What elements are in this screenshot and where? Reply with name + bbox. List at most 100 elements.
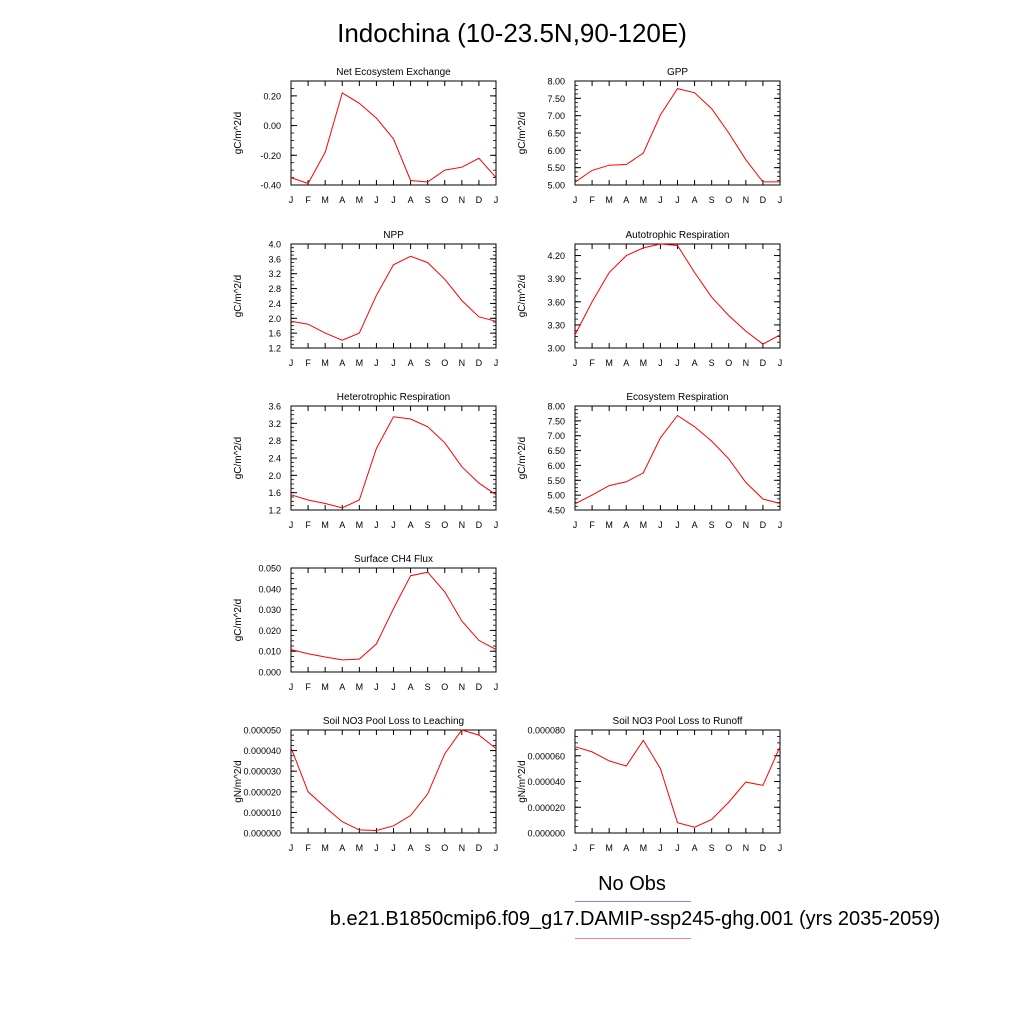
x-tick-label: J: [778, 358, 783, 368]
y-tick-label: 2.4: [268, 454, 281, 464]
x-tick-label: N: [743, 358, 750, 368]
x-tick-label: A: [408, 195, 414, 205]
y-tick-label: 0.040: [258, 584, 281, 594]
y-tick-label: 5.50: [547, 163, 565, 173]
series-line: [574, 243, 781, 345]
x-tick-label: J: [391, 843, 396, 853]
y-tick-label: 1.6: [268, 488, 281, 498]
chart-soil-no3-pool-loss-to-leaching: Soil NO3 Pool Loss to Leaching gN/m^2/d J F…: [233, 716, 498, 853]
series-line: [290, 416, 497, 509]
x-tick-label: A: [692, 843, 698, 853]
x-tick-label: J: [573, 358, 578, 368]
y-tick-label: 3.60: [547, 297, 565, 307]
y-tick-label: 2.0: [268, 314, 281, 324]
x-tick-label: A: [339, 843, 345, 853]
y-tick-label: 3.6: [268, 254, 281, 264]
x-tick-label: S: [425, 843, 431, 853]
y-tick-label: 6.00: [547, 146, 565, 156]
chart-title: Surface CH4 Flux: [354, 554, 433, 565]
x-tick-label: M: [605, 358, 613, 368]
x-tick-label: J: [573, 195, 578, 205]
x-tick-label: J: [289, 195, 294, 205]
x-tick-label: D: [760, 520, 767, 530]
x-tick-label: A: [623, 195, 629, 205]
plot-frame: [290, 729, 497, 834]
x-tick-label: M: [640, 843, 648, 853]
x-tick-label: A: [692, 195, 698, 205]
chart-title: Net Ecosystem Exchange: [336, 67, 451, 78]
legend-obs-label: No Obs: [598, 873, 666, 895]
y-tick-label: 7.00: [547, 431, 565, 441]
x-tick-label: M: [356, 843, 364, 853]
y-tick-label: 7.50: [547, 416, 565, 426]
y-tick-label: 0.020: [258, 626, 281, 636]
chart-title: Heterotrophic Respiration: [337, 392, 450, 403]
x-tick-label: F: [305, 195, 311, 205]
chart-title: Soil NO3 Pool Loss to Runoff: [613, 716, 743, 727]
x-tick-label: S: [709, 520, 715, 530]
y-tick-label: 2.8: [268, 284, 281, 294]
legend-case-label: b.e21.B1850cmip6.f09_g17.DAMIP-ssp245-gh…: [329, 908, 941, 930]
y-tick-label: -0.20: [260, 151, 281, 161]
x-tick-label: D: [476, 682, 483, 692]
x-tick-label: A: [623, 520, 629, 530]
x-tick-label: O: [725, 358, 732, 368]
x-tick-label: S: [709, 195, 715, 205]
x-tick-label: O: [441, 682, 448, 692]
y-axis-label: gN/m^2/d: [233, 760, 244, 803]
x-tick-label: J: [573, 843, 578, 853]
y-tick-label: 3.6: [268, 402, 281, 412]
x-tick-label: J: [374, 195, 379, 205]
y-tick-label: 8.00: [547, 77, 565, 87]
x-tick-label: O: [725, 520, 732, 530]
y-tick-label: 0.030: [258, 605, 281, 615]
y-tick-label: 0.000050: [243, 726, 281, 736]
x-tick-label: S: [425, 520, 431, 530]
x-tick-label: A: [408, 682, 414, 692]
x-tick-label: J: [374, 682, 379, 692]
legend-case-line: [575, 938, 691, 939]
x-tick-label: N: [459, 843, 466, 853]
x-tick-label: F: [589, 843, 595, 853]
x-tick-label: N: [743, 520, 750, 530]
y-tick-label: 0.000020: [243, 787, 281, 797]
x-tick-label: D: [476, 843, 483, 853]
legend-obs-line: [575, 901, 691, 902]
x-tick-label: N: [743, 195, 750, 205]
x-tick-label: J: [374, 520, 379, 530]
x-tick-label: J: [778, 520, 783, 530]
y-tick-label: 5.50: [547, 476, 565, 486]
x-tick-label: A: [692, 520, 698, 530]
y-tick-label: 6.50: [547, 129, 565, 139]
y-tick-label: 2.0: [268, 471, 281, 481]
y-tick-label: 3.2: [268, 419, 281, 429]
x-tick-label: J: [494, 682, 499, 692]
y-tick-label: 0.010: [258, 647, 281, 657]
x-tick-label: F: [305, 520, 311, 530]
y-axis-label: gC/m^2/d: [517, 437, 528, 480]
x-tick-label: J: [494, 195, 499, 205]
x-tick-label: F: [305, 843, 311, 853]
y-axis-label: gC/m^2/d: [517, 275, 528, 318]
chart-title: Autotrophic Respiration: [626, 230, 730, 241]
y-tick-label: 0.000010: [243, 808, 281, 818]
x-tick-label: D: [476, 520, 483, 530]
x-tick-label: S: [709, 358, 715, 368]
y-tick-label: 0.000030: [243, 767, 281, 777]
x-tick-label: O: [725, 843, 732, 853]
y-tick-label: 0.000020: [527, 803, 565, 813]
y-tick-label: 6.50: [547, 446, 565, 456]
x-tick-label: S: [425, 195, 431, 205]
plot-frame: [574, 729, 781, 834]
y-tick-label: 0.000040: [243, 746, 281, 756]
x-tick-label: N: [459, 682, 466, 692]
x-tick-label: J: [289, 843, 294, 853]
y-tick-label: 4.20: [547, 251, 565, 261]
series-line: [574, 88, 780, 183]
x-tick-label: J: [658, 520, 663, 530]
x-tick-label: O: [441, 843, 448, 853]
x-tick-label: F: [589, 520, 595, 530]
